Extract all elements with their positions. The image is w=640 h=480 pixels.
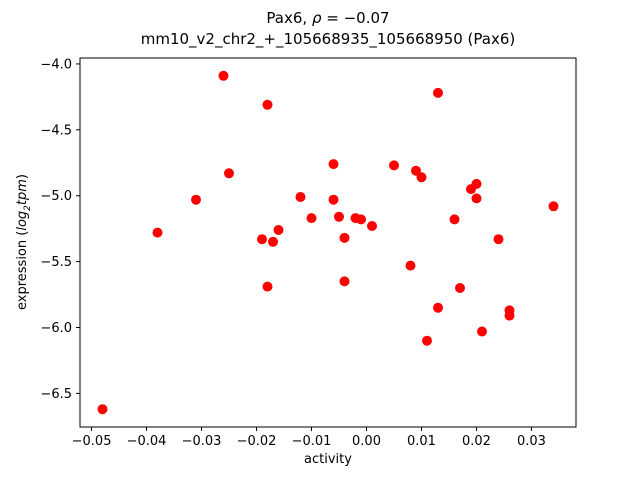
x-axis-label: activity xyxy=(304,452,352,467)
y-tick-label: −6.0 xyxy=(40,321,72,336)
x-tick-label: 0.00 xyxy=(352,434,381,449)
scatter-point xyxy=(471,178,482,189)
scatter-point xyxy=(334,211,344,222)
y-tick-label: −5.0 xyxy=(40,189,72,204)
scatter-point xyxy=(389,160,399,171)
scatter-point xyxy=(367,221,377,231)
scatter-point xyxy=(493,234,504,245)
scatter-point xyxy=(471,193,482,204)
scatter-point xyxy=(152,227,163,238)
title-prefix: Pax6, xyxy=(266,9,312,27)
y-tick-label: −5.5 xyxy=(40,255,72,270)
scatter-point xyxy=(433,87,443,98)
title-rho-symbol: ρ xyxy=(311,9,322,27)
scatter-point xyxy=(257,234,267,245)
scatter-point xyxy=(218,70,229,81)
scatter-point xyxy=(262,99,273,110)
x-tick-label: −0.05 xyxy=(72,434,112,449)
scatter-point xyxy=(224,168,234,179)
scatter-point xyxy=(328,159,339,170)
scatter-point xyxy=(433,302,443,313)
scatter-point xyxy=(262,281,273,292)
scatter-point xyxy=(477,326,487,337)
x-tick-label: −0.03 xyxy=(182,434,222,449)
scatter-point xyxy=(449,214,460,225)
chart-titles: Pax6, ρ = −0.07 mm10_v2_chr2_+_105668935… xyxy=(80,8,576,50)
x-tick-label: 0.03 xyxy=(517,434,546,449)
scatter-point xyxy=(422,335,432,346)
x-tick-label: −0.04 xyxy=(127,434,167,449)
scatter-point xyxy=(339,276,350,287)
scatter-point xyxy=(339,232,350,243)
scatter-point xyxy=(504,310,515,321)
title-rho-value: = −0.07 xyxy=(321,9,390,27)
y-tick-label: −4.0 xyxy=(40,57,72,72)
scatter-point xyxy=(356,214,366,225)
scatter-point xyxy=(455,283,465,293)
scatter-point xyxy=(306,213,317,224)
x-tick-label: −0.02 xyxy=(237,434,277,449)
chart-title: Pax6, ρ = −0.07 xyxy=(80,8,576,29)
scatter-point xyxy=(416,172,427,183)
scatter-point xyxy=(405,260,416,271)
y-tick-label: −4.5 xyxy=(40,123,72,138)
y-tick-label: −6.5 xyxy=(40,387,72,402)
x-tick-label: 0.02 xyxy=(462,434,491,449)
scatter-point xyxy=(328,194,339,205)
scatter-point xyxy=(273,225,284,235)
scatter-point xyxy=(295,192,306,202)
scatter-point xyxy=(268,236,278,247)
scatter-point xyxy=(191,194,201,205)
scatter-point xyxy=(548,201,559,212)
scatter-point xyxy=(97,404,108,415)
axes-frame xyxy=(79,57,577,428)
x-tick-label: 0.01 xyxy=(407,434,436,449)
x-tick-label: −0.01 xyxy=(292,434,332,449)
chart-subtitle: mm10_v2_chr2_+_105668935_105668950 (Pax6… xyxy=(140,30,516,48)
scatter-point xyxy=(411,165,421,176)
